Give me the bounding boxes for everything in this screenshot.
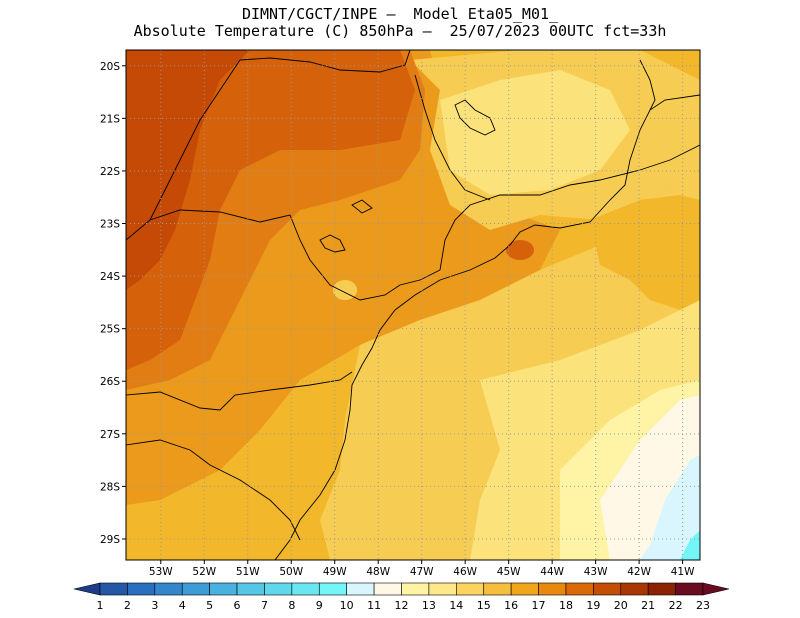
lon-tick-label: 48W — [366, 566, 390, 578]
colorbar-swatch — [510, 582, 539, 596]
colorbar-swatch — [593, 582, 622, 596]
state-border-5 — [239, 50, 411, 73]
lon-tick-label: 44W — [540, 566, 564, 578]
colorbar-swatch — [456, 582, 485, 596]
colorbar-label: 14 — [449, 599, 463, 612]
colorbar-swatch — [538, 582, 567, 596]
colorbar-label: 20 — [614, 599, 628, 612]
lon-tick-label: 43W — [584, 566, 608, 578]
temperature-field — [126, 50, 700, 560]
colorbar-swatch — [181, 582, 210, 596]
colorbar-swatch — [99, 582, 128, 596]
colorbar-swatch — [647, 582, 676, 596]
colorbar-swatch — [154, 582, 183, 596]
lat-tick-label: 29S — [100, 534, 120, 546]
colorbar-swatch — [127, 582, 156, 596]
colorbar-label: 7 — [261, 599, 268, 612]
colorbar-label: 19 — [586, 599, 600, 612]
lon-tick-label: 42W — [627, 566, 651, 578]
colorbar-label: 12 — [395, 599, 409, 612]
field-east-17 — [590, 195, 700, 310]
colorbar-swatch — [264, 582, 293, 596]
colorbar-low-arrow — [73, 582, 101, 596]
state-border-8 — [639, 59, 656, 111]
river-lake-1 — [454, 99, 496, 136]
state-border-1 — [126, 209, 441, 301]
field-warm-spot — [506, 240, 534, 260]
colorbar-label: 13 — [422, 599, 436, 612]
plot-frame — [125, 49, 701, 561]
colorbar-label: 18 — [559, 599, 573, 612]
colorbar-swatch — [346, 582, 375, 596]
colorbar-label: 10 — [340, 599, 354, 612]
colorbar-swatch — [401, 582, 430, 596]
river-lake-2 — [319, 234, 346, 253]
lon-tick-label: 45W — [497, 566, 521, 578]
lon-tick-label: 47W — [410, 566, 434, 578]
colorbar-label: 3 — [151, 599, 158, 612]
colorbar-label: 6 — [234, 599, 241, 612]
colorbar-swatch — [565, 582, 594, 596]
colorbar-label: 23 — [696, 599, 710, 612]
colorbar-label: 8 — [288, 599, 295, 612]
axis-ticks: 53W 52W 51W 50W 49W 48W 47W 46W 45W 44W 43W 42W 41W 2… — [100, 61, 695, 578]
colorbar-swatch — [236, 582, 265, 596]
lat-tick-label: 28S — [100, 481, 120, 493]
lat-tick-label: 27S — [100, 429, 120, 441]
lat-tick-label: 23S — [100, 219, 120, 231]
title-line-2: Absolute Temperature (C) 850hPa – 25/07/… — [133, 22, 667, 40]
field-11 — [640, 455, 700, 560]
grid-lines — [126, 50, 700, 560]
map-title: DIMNT/CGCT/INPE – Model Eta05_M01_ Absol… — [0, 6, 800, 40]
lon-tick-label: 52W — [192, 566, 216, 578]
lat-tick-label: 24S — [100, 271, 120, 283]
lon-tick-label: 41W — [671, 566, 695, 578]
field-20 — [126, 50, 250, 290]
colorbar-label: 1 — [97, 599, 104, 612]
state-border-2 — [439, 144, 700, 271]
state-border-4 — [126, 439, 301, 541]
state-border-7 — [149, 59, 241, 221]
lat-tick-label: 26S — [100, 376, 120, 388]
lat-tick-label: 20S — [100, 61, 120, 73]
colorbar-swatch — [291, 582, 320, 596]
lat-tick-label: 25S — [100, 324, 120, 336]
colorbar-swatch — [620, 582, 649, 596]
colorbar-label: 4 — [179, 599, 186, 612]
boundaries — [126, 50, 700, 560]
lon-tick-label: 46W — [453, 566, 477, 578]
lat-tick-label: 21S — [100, 113, 120, 125]
colorbar-swatch — [675, 582, 704, 596]
colorbar-swatch — [373, 582, 402, 596]
colorbar-label: 21 — [641, 599, 655, 612]
colorbar-swatch — [483, 582, 512, 596]
colorbar-label: 16 — [504, 599, 518, 612]
colorbar-label: 2 — [124, 599, 131, 612]
lon-tick-label: 51W — [236, 566, 260, 578]
field-ne-14 — [440, 70, 630, 195]
colorbar-swatch — [209, 582, 238, 596]
coastline — [274, 94, 700, 560]
lon-tick-label: 50W — [279, 566, 303, 578]
colorbar: 1 2 3 4 5 6 7 8 9 10 11 12 13 14 15 16 17 18 19 20 21 22 23 — [73, 582, 730, 612]
title-line-1: DIMNT/CGCT/INPE – Model Eta05_M01_ — [241, 5, 559, 23]
colorbar-swatch — [318, 582, 347, 596]
state-border-6 — [414, 74, 491, 201]
colorbar-swatch — [428, 582, 457, 596]
colorbar-label: 9 — [316, 599, 323, 612]
lon-tick-label: 49W — [323, 566, 347, 578]
colorbar-label: 17 — [532, 599, 546, 612]
field-10 — [680, 530, 700, 560]
lon-tick-label: 53W — [149, 566, 173, 578]
river-lake-3 — [351, 199, 373, 214]
colorbar-label: 22 — [669, 599, 683, 612]
colorbar-label: 11 — [367, 599, 381, 612]
colorbar-label: 5 — [206, 599, 213, 612]
lat-tick-label: 22S — [100, 166, 120, 178]
colorbar-high-arrow — [702, 582, 730, 596]
colorbar-label: 15 — [477, 599, 491, 612]
